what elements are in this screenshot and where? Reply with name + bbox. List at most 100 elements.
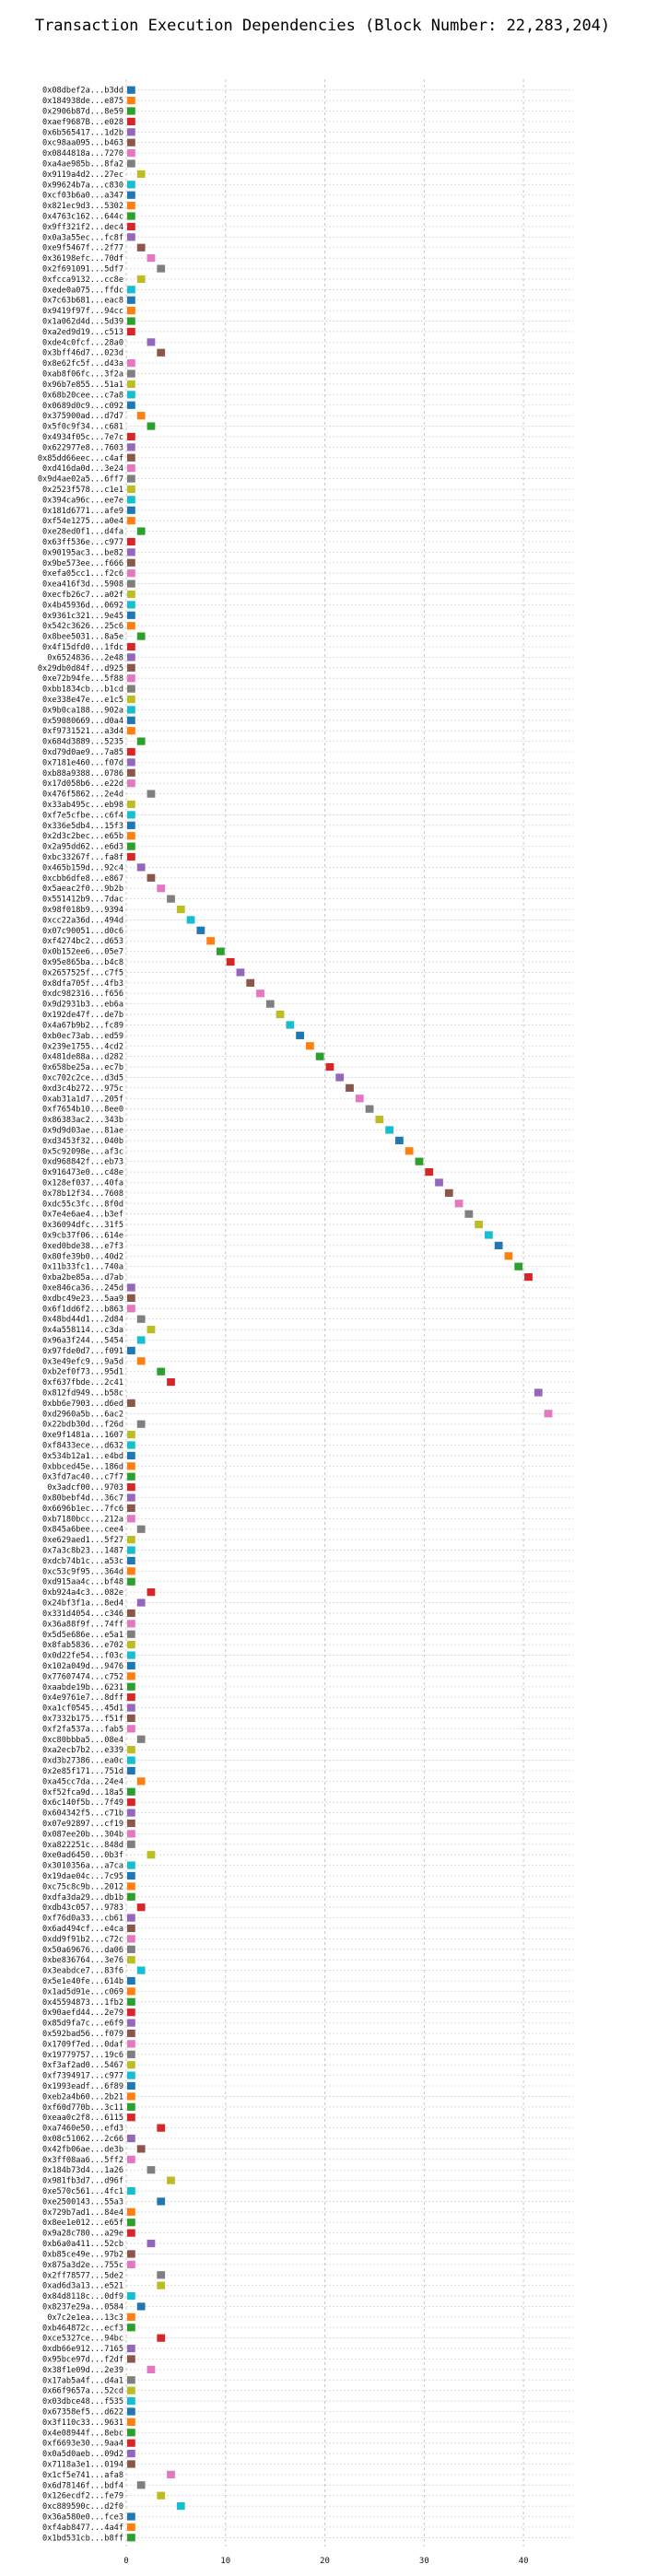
tx-label: 0xf637fbde...2c41 (42, 1378, 123, 1388)
tx-label: 0x59080669...d0a4 (42, 717, 123, 726)
tx-label: 0xeaa0c2f8...6115 (42, 2113, 123, 2123)
tx-label: 0x2f691091...5df7 (42, 265, 123, 275)
execution-bar (136, 170, 146, 179)
tx-label: 0x07e92897...cf19 (42, 1820, 123, 1829)
tx-label: 0xbe836764...3e76 (42, 1956, 123, 1965)
tx-label: 0x7332b175...f51f (42, 1715, 123, 1724)
tx-label: 0xbbced45e...186d (42, 1462, 123, 1471)
tx-label: 0xb0ec73ab...ed59 (42, 1032, 123, 1041)
execution-bar (136, 1903, 146, 1912)
execution-bar (127, 1536, 135, 1544)
tx-label: 0xe338e47e...e1c5 (42, 696, 123, 705)
tx-label: 0x9d9d03ae...81ae (42, 1126, 123, 1135)
x-tick-label: 20 (320, 2557, 330, 2566)
tx-label: 0x19dae04c...7c95 (42, 1872, 123, 1881)
tx-label: 0x66f9657a...52cd (42, 2387, 123, 2396)
tx-label: 0x6524836...2e48 (47, 653, 123, 662)
execution-bar (136, 1357, 146, 1365)
execution-bar (127, 2512, 135, 2521)
tx-label: 0xde4c0fcf...28a0 (42, 338, 123, 347)
tx-label: 0x3adcf00...9703 (47, 1483, 123, 1493)
execution-bar (127, 2396, 135, 2406)
tx-label: 0x1993eadf...6f89 (42, 2082, 123, 2091)
execution-bar (395, 1136, 404, 1144)
tx-label: 0x85dd66eec...c4af (38, 454, 123, 463)
tx-label: 0x375900ad...d7d7 (42, 412, 123, 421)
tx-label: 0x97fde0d7...f091 (42, 1347, 123, 1356)
tx-label: 0x5d5e686e...e5a1 (42, 1631, 123, 1640)
tx-label: 0xb6a0a411...52cb (42, 2240, 123, 2249)
execution-bar (127, 727, 135, 735)
execution-bar (127, 1483, 135, 1492)
execution-bar (127, 474, 135, 483)
execution-bar (206, 937, 215, 945)
execution-bar (127, 391, 135, 399)
execution-bar (127, 296, 135, 304)
execution-bar (167, 895, 175, 903)
tx-label: 0x8dfa705f...4fb3 (42, 979, 123, 989)
execution-bar (196, 926, 205, 934)
tx-label: 0xdfa3da29...db1b (42, 1893, 123, 1903)
execution-bar (127, 2050, 135, 2058)
execution-bar (136, 737, 146, 745)
execution-bar (127, 1515, 135, 1523)
tx-label: 0x2e85f171...751d (42, 1767, 123, 1776)
execution-bar (127, 96, 135, 105)
tx-label: 0x336e5db4...15f3 (42, 822, 123, 831)
tx-label: 0x9ff321f2...dec4 (42, 223, 123, 232)
execution-bar (127, 2071, 135, 2079)
tx-label: 0x128ef037...40fa (42, 1178, 123, 1188)
execution-bar (127, 768, 135, 777)
tx-label: 0x9419f97f...94cc (42, 307, 123, 316)
execution-bar (136, 1966, 146, 1974)
execution-bar (147, 254, 156, 263)
tx-label: 0x85d9fa7c...e6f9 (42, 2020, 123, 2029)
tx-label: 0x7e4e6ae4...b3ef (42, 1211, 123, 1220)
execution-bar (147, 1851, 156, 1859)
execution-bar (127, 1651, 135, 1659)
execution-bar (127, 2207, 135, 2216)
execution-bar (127, 1945, 135, 1953)
tx-label: 0x1bd531cb...b8ff (42, 2534, 123, 2543)
execution-bar (127, 2008, 135, 2017)
tx-label: 0x1a062d4d...5d39 (42, 318, 123, 327)
execution-bar (127, 1746, 135, 1754)
execution-bar (127, 747, 135, 756)
tx-label: 0xeb2a4b60...2b21 (42, 2092, 123, 2102)
tx-label: 0xe570c561...4fc1 (42, 2187, 123, 2196)
tx-label: 0x4934f05c...7e7c (42, 433, 123, 442)
execution-bar (365, 1105, 374, 1113)
x-tick-label: 0 (123, 2557, 128, 2566)
tx-label: 0x08c51062...2c66 (42, 2135, 123, 2144)
execution-bar (127, 2534, 135, 2542)
tx-label: 0x3f110c33...9631 (42, 2418, 123, 2428)
execution-bar (157, 348, 166, 357)
tx-label: 0x551412b9...7dac (42, 896, 123, 905)
tx-label: 0x4e9761e7...8dff (42, 1693, 123, 1703)
execution-bar (127, 517, 135, 525)
tx-label: 0xa2ed9d19...c513 (42, 328, 123, 337)
execution-bar (127, 758, 135, 767)
tx-label: 0x17ab5a4f...d4a1 (42, 2376, 123, 2385)
tx-label: 0x181d6771...afe9 (42, 507, 123, 516)
tx-label: 0xdbc49e23...5aa9 (42, 1294, 123, 1304)
tx-label: 0x90195ac3...be82 (42, 548, 123, 557)
execution-bar (147, 2166, 156, 2174)
tx-label: 0xdc55c3fc...8f0d (42, 1200, 123, 1209)
tx-label: 0xf52fca9d...18a5 (42, 1788, 123, 1797)
execution-bar (127, 149, 135, 158)
execution-bar (127, 1283, 135, 1292)
tx-label: 0x45594873...1fb2 (42, 1998, 123, 2008)
execution-bar (136, 1777, 146, 1786)
tx-label: 0x184b73d4...1a26 (42, 2166, 123, 2175)
execution-bar (127, 1892, 135, 1901)
tx-label: 0xdd9f91b2...c72c (42, 1935, 123, 1944)
tx-label: 0x0a3a55ec...fc8f (42, 233, 123, 242)
execution-bar (176, 2501, 185, 2511)
execution-bar (127, 2429, 135, 2437)
execution-bar (475, 1220, 483, 1229)
execution-bar (504, 1252, 513, 1260)
execution-bar (127, 2186, 135, 2195)
execution-bar (136, 243, 146, 252)
execution-bar (127, 611, 135, 619)
